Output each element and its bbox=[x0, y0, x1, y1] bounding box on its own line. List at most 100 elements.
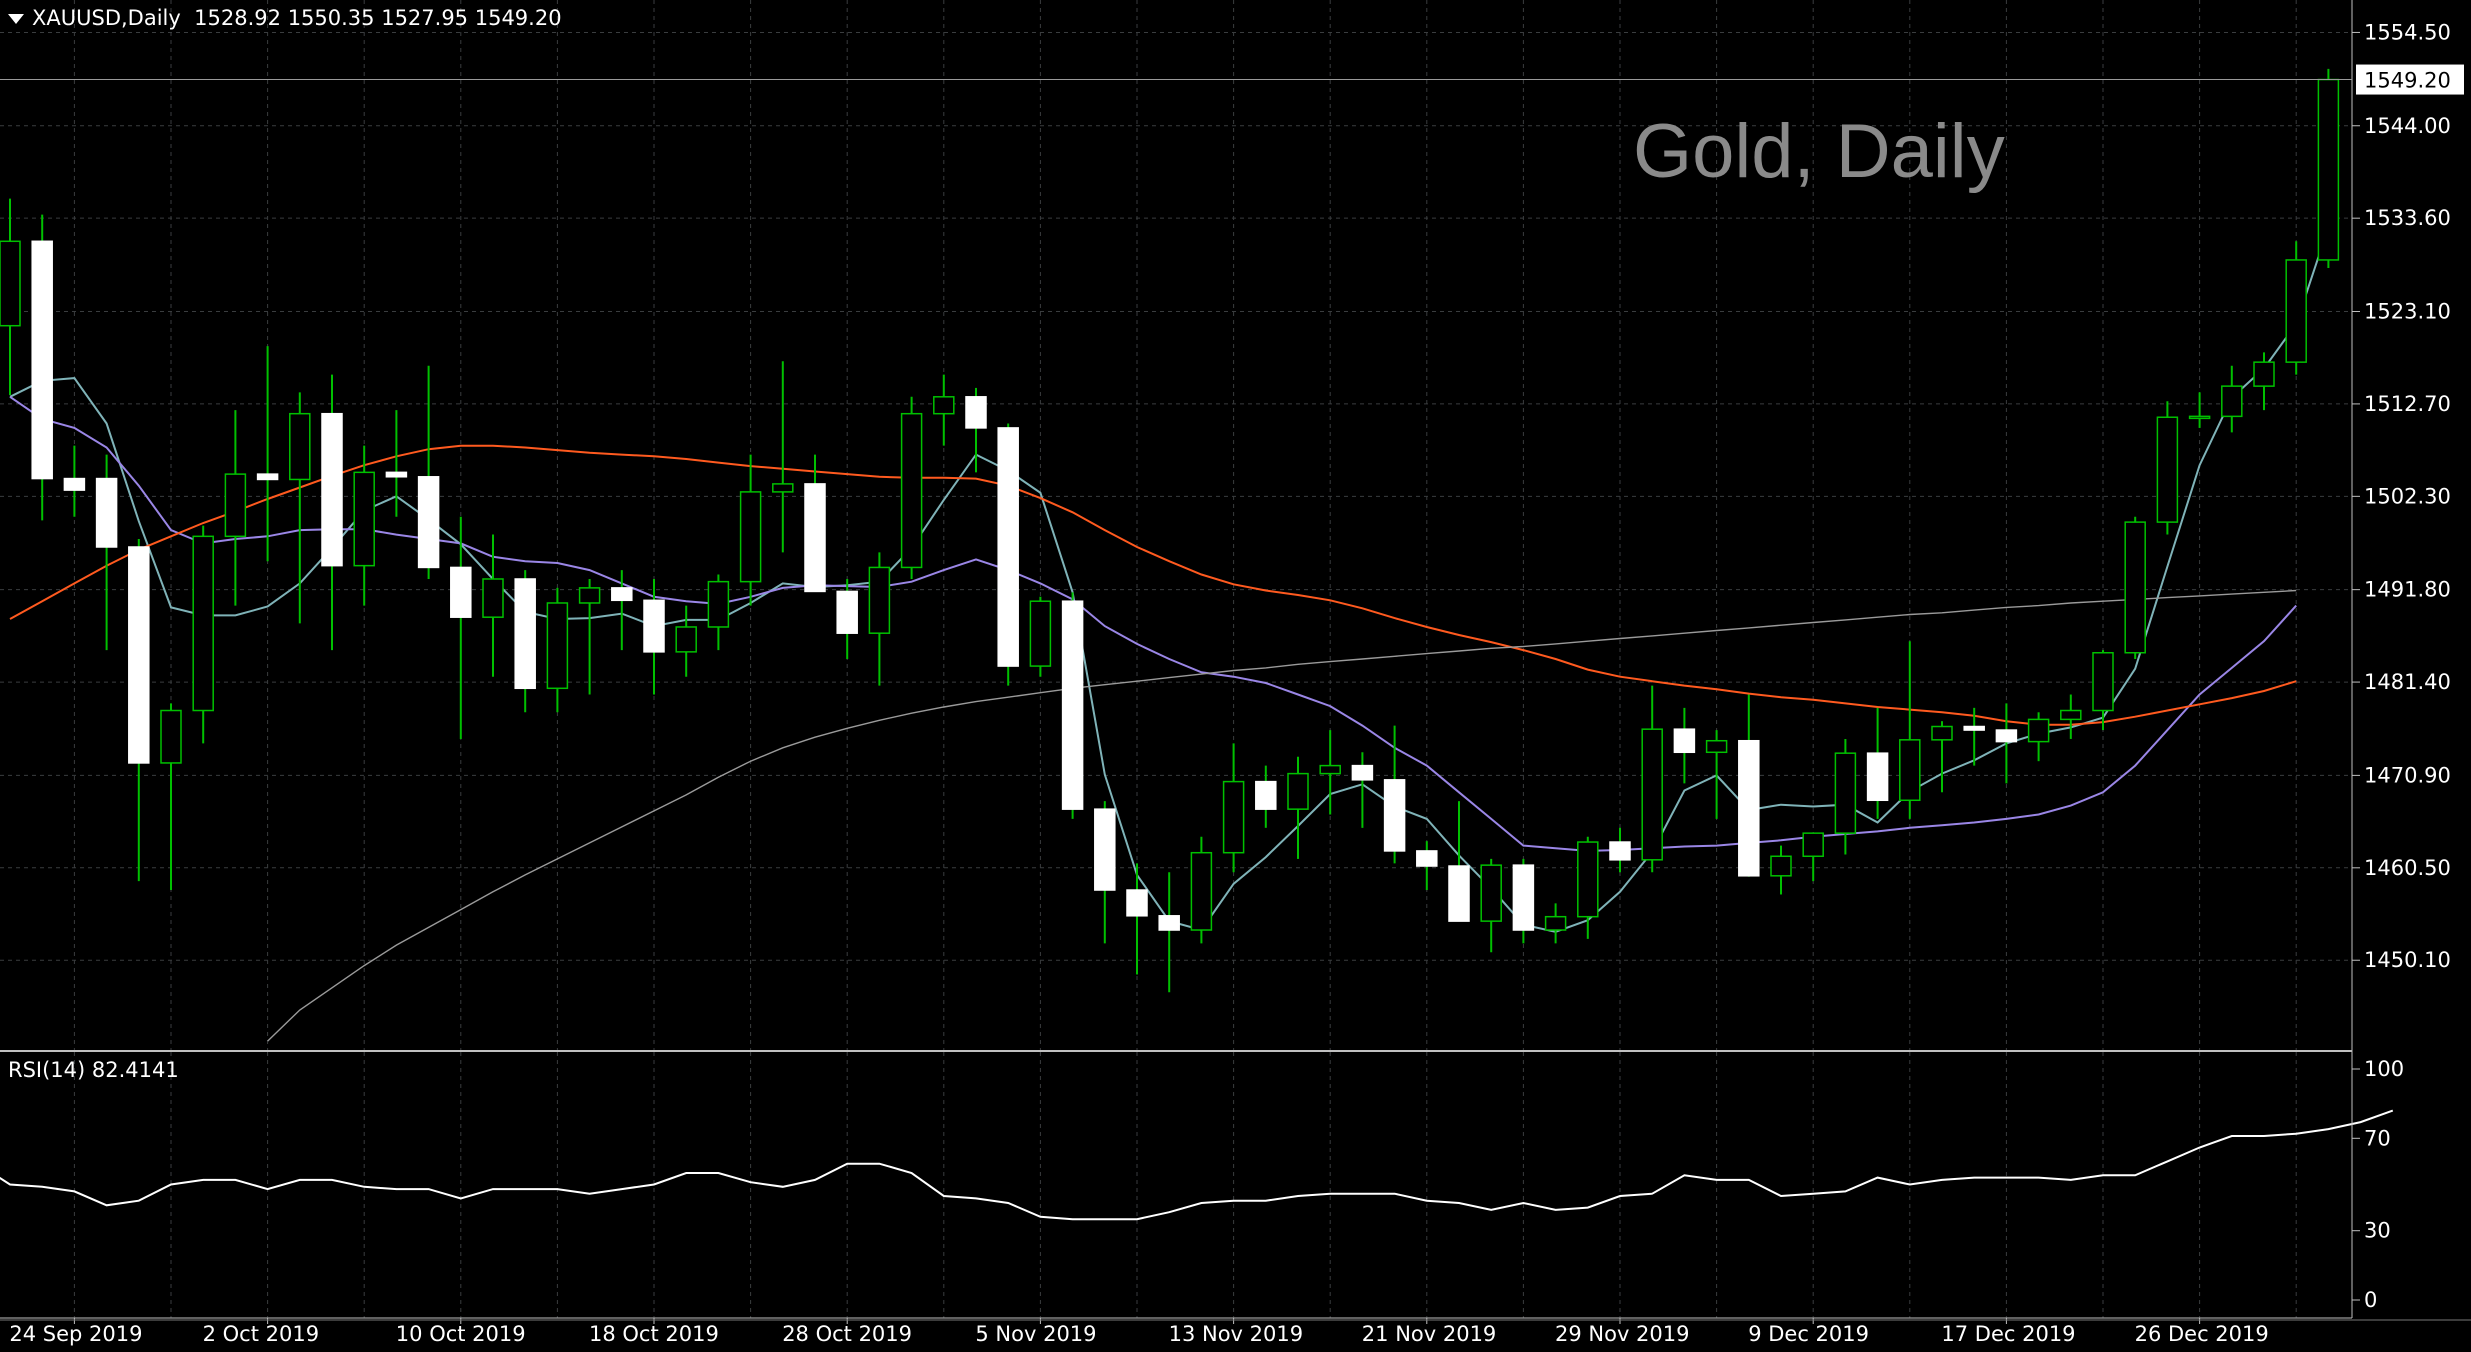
candle-body bbox=[289, 412, 311, 481]
candle-body bbox=[482, 578, 504, 618]
candle-body bbox=[1126, 889, 1148, 917]
candle-body bbox=[1448, 865, 1470, 922]
candle-body bbox=[2253, 361, 2275, 387]
candle-body bbox=[2188, 415, 2211, 420]
candle bbox=[965, 387, 987, 473]
candle bbox=[321, 374, 343, 651]
candle-body bbox=[1544, 915, 1567, 931]
symbol-label: XAUUSD,Daily bbox=[32, 6, 181, 30]
y-tick-label: 1533.60 bbox=[2364, 206, 2451, 230]
candle bbox=[611, 570, 633, 651]
candle bbox=[1963, 707, 1985, 766]
candle-body bbox=[1222, 780, 1245, 854]
candle-body bbox=[1094, 808, 1116, 891]
candle-body bbox=[0, 240, 21, 327]
candle bbox=[1061, 592, 1084, 819]
y-tick-label: 1460.50 bbox=[2364, 856, 2451, 880]
rsi-tick-label: 30 bbox=[2364, 1219, 2391, 1243]
last-price-box bbox=[2356, 64, 2464, 95]
y-tick-label: 1523.10 bbox=[2364, 299, 2451, 323]
candle bbox=[675, 605, 697, 677]
x-tick-label: 5 Nov 2019 bbox=[975, 1322, 1096, 1346]
candle-body bbox=[643, 599, 665, 653]
candle-body bbox=[1802, 832, 1824, 858]
candle bbox=[224, 410, 247, 606]
candle-body bbox=[353, 471, 375, 567]
rsi-panel bbox=[0, 1109, 2394, 1221]
candle-body bbox=[1770, 855, 1792, 877]
candle-body bbox=[707, 580, 730, 628]
candle-body bbox=[450, 566, 472, 618]
candle-body bbox=[611, 587, 633, 602]
candle-body bbox=[31, 240, 53, 480]
y-tick-label: 1554.50 bbox=[2364, 20, 2451, 44]
candle bbox=[1351, 752, 1374, 828]
candle-body bbox=[1738, 739, 1760, 877]
candle-body bbox=[1641, 728, 1663, 861]
candle-body bbox=[933, 396, 955, 415]
candle bbox=[1029, 596, 1052, 677]
candle bbox=[1866, 707, 1889, 819]
y-tick-label: 1544.00 bbox=[2364, 114, 2451, 138]
candle bbox=[1802, 832, 1824, 882]
moving-average-line bbox=[9, 444, 2297, 726]
candle bbox=[256, 346, 279, 562]
candle bbox=[2221, 365, 2243, 433]
candle-body bbox=[1609, 841, 1631, 861]
x-tick-label: 28 Oct 2019 bbox=[782, 1322, 912, 1346]
rsi-line bbox=[0, 1109, 2394, 1221]
candle bbox=[385, 410, 408, 517]
candle bbox=[1641, 685, 1663, 873]
candle bbox=[546, 587, 569, 713]
candle-body bbox=[1255, 780, 1277, 810]
candle-body bbox=[997, 427, 1019, 667]
dropdown-triangle-icon[interactable] bbox=[8, 14, 24, 24]
chart-header: XAUUSD,Daily 1528.92 1550.35 1527.95 154… bbox=[8, 6, 562, 30]
candle bbox=[1222, 743, 1245, 873]
rsi-tick-label: 0 bbox=[2364, 1288, 2377, 1312]
candle bbox=[1383, 725, 1406, 864]
candle bbox=[2285, 241, 2307, 375]
candle bbox=[804, 454, 826, 593]
y-tick-label: 1450.10 bbox=[2364, 948, 2451, 972]
candle-body bbox=[2060, 709, 2082, 721]
candle-body bbox=[160, 709, 182, 764]
candle-body bbox=[1287, 772, 1309, 810]
candle bbox=[772, 361, 794, 553]
candle-body bbox=[128, 546, 150, 764]
candle bbox=[1738, 694, 1760, 877]
candle-body bbox=[256, 473, 279, 481]
candle bbox=[1609, 827, 1631, 873]
ohlc-values: 1528.92 1550.35 1527.95 1549.20 bbox=[194, 6, 562, 30]
moving-average-line bbox=[267, 589, 2297, 1042]
candle-body bbox=[900, 412, 923, 569]
candle bbox=[482, 534, 504, 677]
candle bbox=[192, 525, 214, 744]
x-tick-label: 26 Dec 2019 bbox=[2135, 1322, 2269, 1346]
x-tick-label: 2 Oct 2019 bbox=[203, 1322, 319, 1346]
candle bbox=[2253, 352, 2275, 411]
candle bbox=[2092, 650, 2114, 731]
candle-body bbox=[224, 473, 247, 538]
candle-body bbox=[1158, 915, 1180, 931]
candle-body bbox=[1383, 779, 1406, 852]
candle-body bbox=[1190, 851, 1213, 931]
candle-body bbox=[804, 483, 826, 593]
x-tick-label: 10 Oct 2019 bbox=[396, 1322, 526, 1346]
candle bbox=[643, 578, 665, 695]
candle-body bbox=[1577, 841, 1599, 918]
rsi-tick-label: 100 bbox=[2364, 1057, 2404, 1081]
candle bbox=[1899, 641, 1921, 819]
candle-body bbox=[2124, 521, 2146, 654]
candle-body bbox=[2285, 259, 2307, 363]
candle bbox=[1158, 872, 1180, 993]
candle-body bbox=[2156, 416, 2179, 523]
candle bbox=[933, 374, 955, 446]
candle-body bbox=[546, 602, 569, 690]
x-tick-label: 18 Oct 2019 bbox=[589, 1322, 719, 1346]
candle bbox=[1190, 836, 1213, 944]
candle bbox=[739, 454, 762, 606]
candle-body bbox=[1866, 752, 1889, 802]
candle-body bbox=[1673, 728, 1696, 754]
